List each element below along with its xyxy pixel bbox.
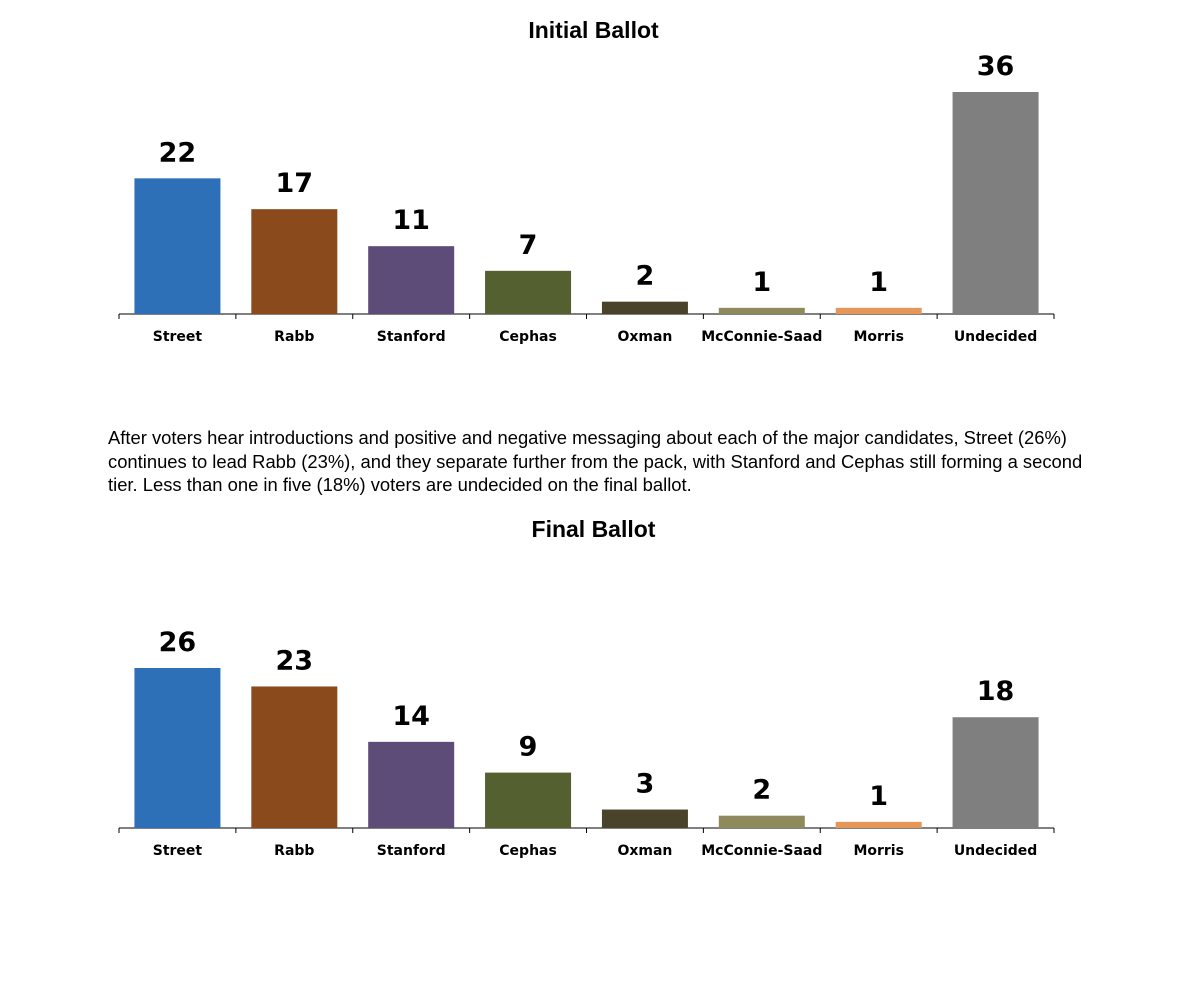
data-label-mcconnie-saad: 1	[752, 267, 771, 298]
category-label-rabb: Rabb	[274, 843, 314, 859]
bar-cephas	[485, 772, 572, 828]
data-label-rabb: 17	[276, 168, 314, 199]
bar-undecided	[952, 92, 1039, 314]
data-label-stanford: 14	[392, 701, 430, 732]
data-label-street: 22	[159, 137, 197, 168]
bar-cephas	[485, 270, 572, 314]
category-label-oxman: Oxman	[617, 843, 672, 859]
bar-oxman	[601, 301, 688, 314]
initial-ballot-title: Initial Ballot	[528, 17, 659, 43]
data-label-morris: 1	[869, 267, 888, 298]
category-label-street: Street	[153, 329, 203, 345]
bar-oxman	[601, 809, 688, 828]
data-label-cephas: 9	[519, 732, 538, 763]
data-label-undecided: 18	[977, 676, 1015, 707]
data-label-rabb: 23	[276, 645, 314, 676]
bar-stanford	[368, 246, 455, 314]
bar-morris	[835, 307, 922, 314]
category-label-rabb: Rabb	[274, 329, 314, 345]
category-label-stanford: Stanford	[377, 843, 446, 859]
data-label-street: 26	[159, 627, 197, 658]
category-label-street: Street	[153, 843, 203, 859]
bar-stanford	[368, 741, 455, 828]
bar-street	[134, 668, 221, 828]
bar-mcconnie-saad	[718, 307, 805, 314]
bar-street	[134, 178, 221, 314]
bar-rabb	[251, 686, 338, 828]
category-label-mcconnie-saad: McConnie-Saad	[701, 843, 822, 859]
bar-rabb	[251, 209, 338, 314]
category-label-cephas: Cephas	[499, 843, 557, 859]
data-label-stanford: 11	[392, 205, 430, 236]
category-label-stanford: Stanford	[377, 329, 446, 345]
category-label-mcconnie-saad: McConnie-Saad	[701, 329, 822, 345]
category-label-morris: Morris	[853, 843, 904, 859]
summary-paragraph: After voters hear introductions and posi…	[108, 427, 1083, 495]
data-label-oxman: 2	[636, 261, 655, 292]
data-label-oxman: 3	[636, 769, 655, 800]
final-ballot-title: Final Ballot	[531, 516, 656, 542]
category-label-morris: Morris	[853, 329, 904, 345]
category-label-oxman: Oxman	[617, 329, 672, 345]
category-label-undecided: Undecided	[954, 843, 1038, 859]
bar-undecided	[952, 717, 1039, 828]
data-label-mcconnie-saad: 2	[752, 775, 771, 806]
final-ballot-chart: 26 Street 23 Rabb 14 Stanford 9 Cephas 3 Oxman 2 Mc…	[118, 627, 1055, 859]
data-label-undecided: 36	[977, 51, 1015, 82]
data-label-cephas: 7	[519, 230, 538, 261]
bar-mcconnie-saad	[718, 815, 805, 828]
category-label-undecided: Undecided	[954, 329, 1038, 345]
bar-morris	[835, 821, 922, 828]
initial-ballot-chart: 22 Street 17 Rabb 11 Stanford 7 Cephas 2 Oxman 1 Mc…	[118, 51, 1055, 345]
data-label-morris: 1	[869, 781, 888, 812]
category-label-cephas: Cephas	[499, 329, 557, 345]
